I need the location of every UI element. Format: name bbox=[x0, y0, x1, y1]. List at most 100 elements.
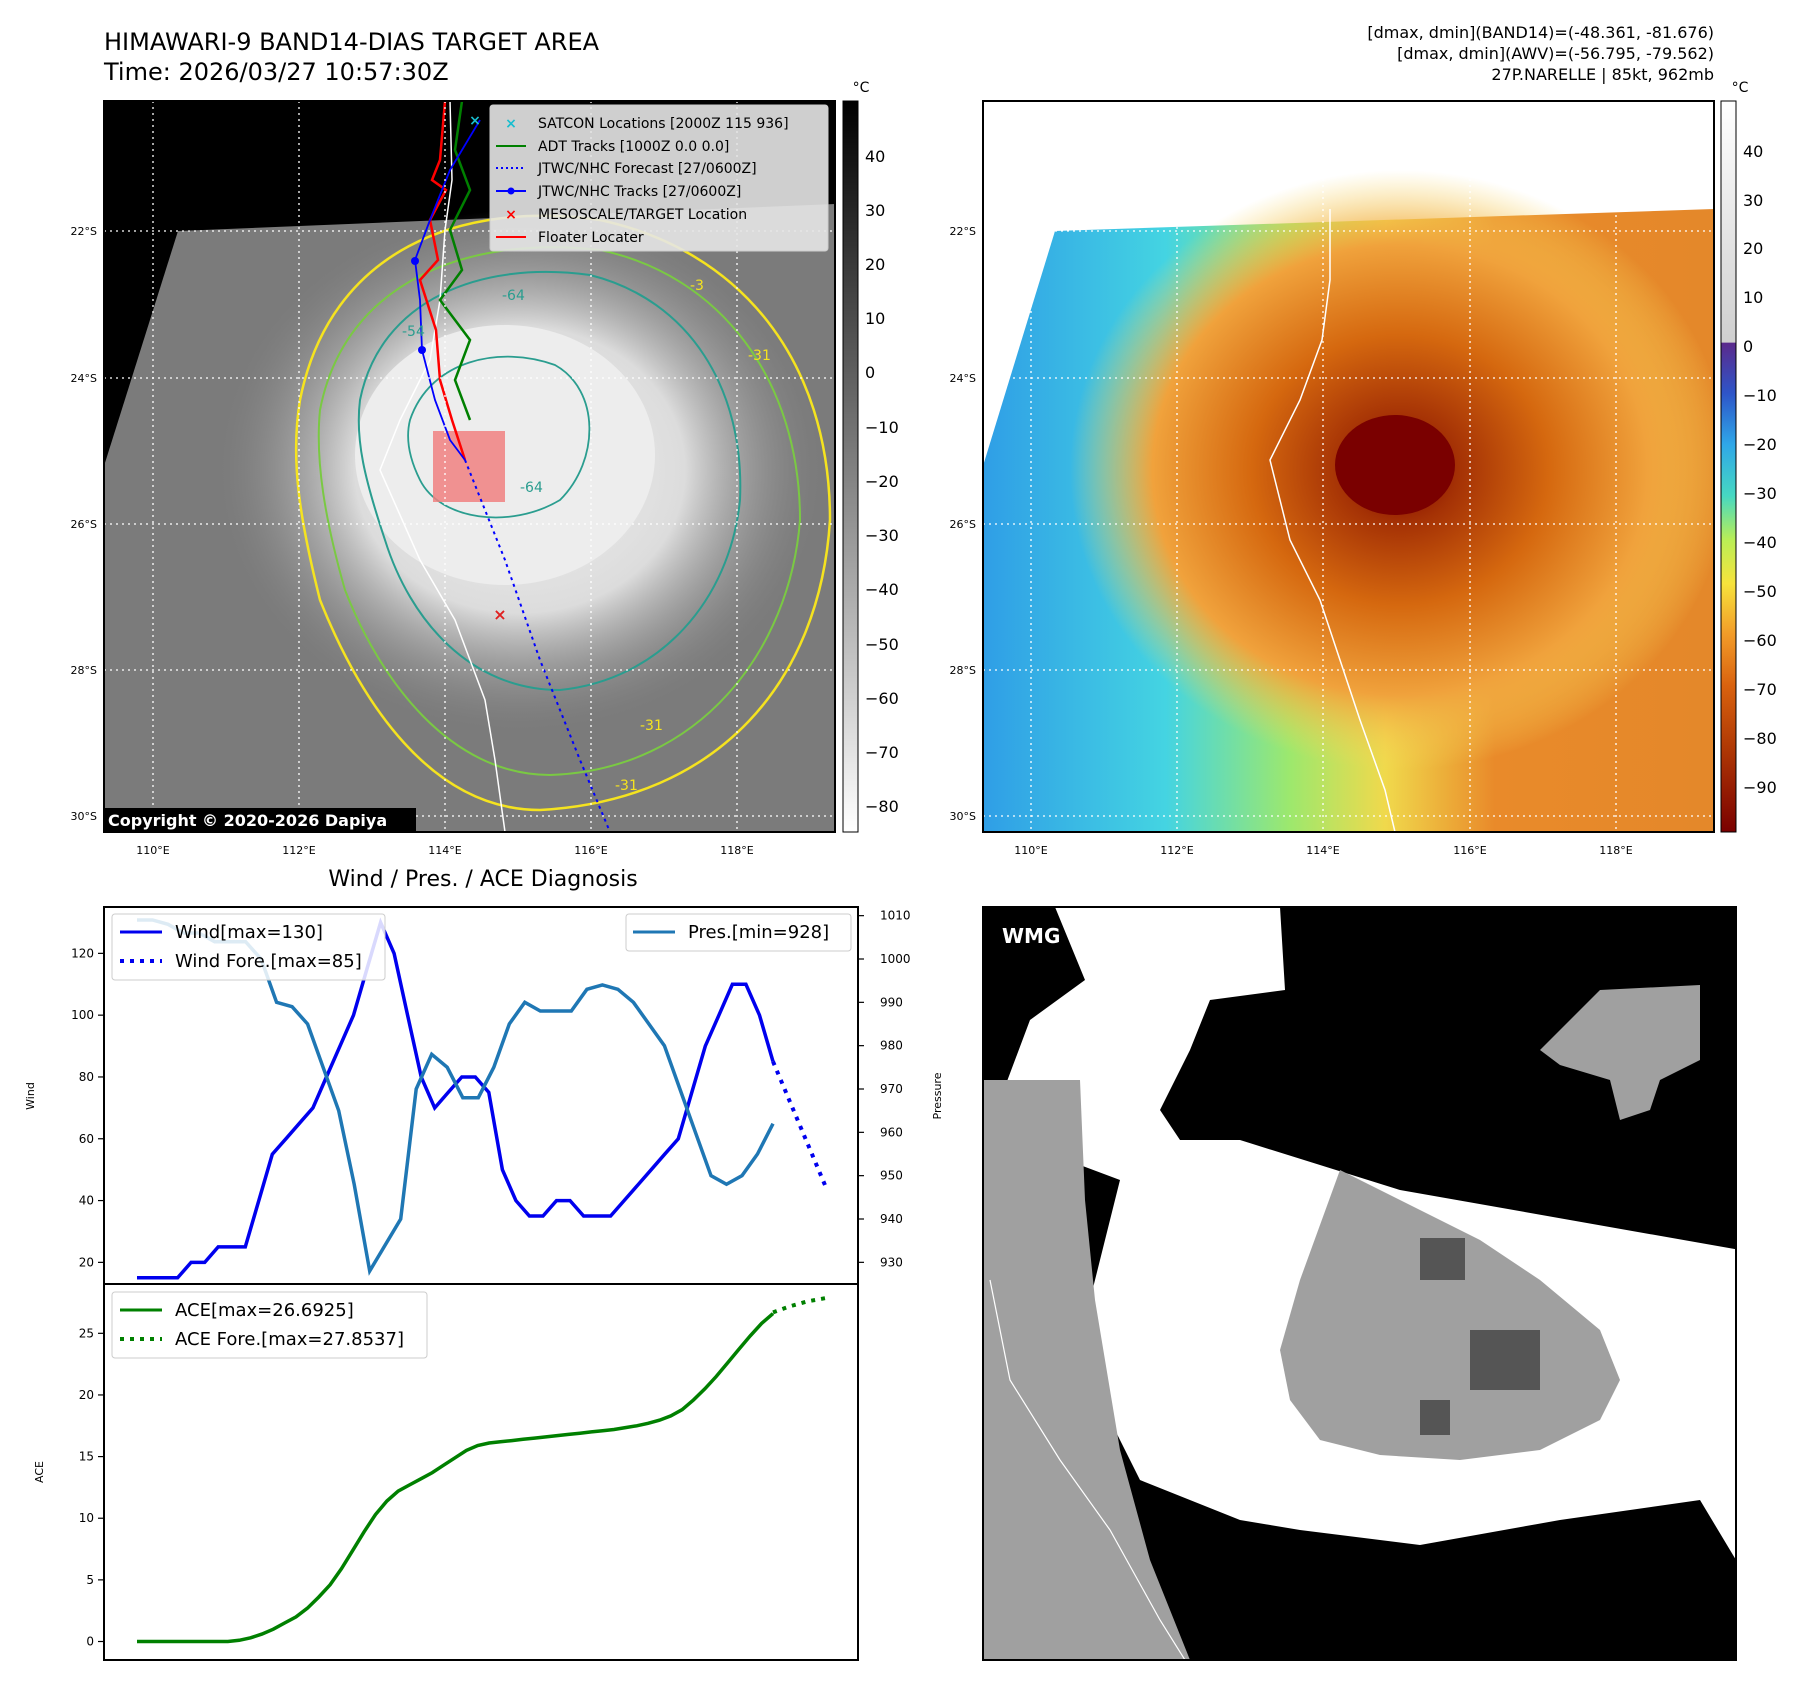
lon-label: 112°E bbox=[282, 844, 315, 857]
title-line1: HIMAWARI-9 BAND14-DIAS TARGET AREA bbox=[104, 28, 600, 56]
lat-label: 26°S bbox=[950, 518, 976, 531]
contour-label: -31 bbox=[640, 718, 663, 734]
wind-y-ticks: 20 40 60 80 100 120 bbox=[71, 946, 104, 1269]
diagnosis-title: Wind / Pres. / ACE Diagnosis bbox=[328, 867, 637, 892]
gray-colorbar-tick: −40 bbox=[865, 580, 899, 599]
pressure-tick-label: 950 bbox=[880, 1169, 903, 1183]
legend-label: JTWC/NHC Tracks [27/0600Z] bbox=[537, 184, 741, 200]
color-colorbar bbox=[1720, 100, 1737, 833]
wind-forecast-line bbox=[771, 1060, 827, 1186]
ir-map-frame bbox=[103, 100, 836, 833]
wind-legend: Wind[max=130] Wind Fore.[max=85] bbox=[111, 913, 386, 981]
lon-label: 112°E bbox=[1160, 844, 1193, 857]
gray-colorbar bbox=[842, 100, 859, 833]
mesoscale-target-marker: × bbox=[493, 605, 506, 624]
jtwc-point bbox=[411, 257, 419, 265]
color-colorbar-tick: 0 bbox=[1743, 337, 1753, 356]
wind-tick-label: 40 bbox=[79, 1194, 94, 1208]
stats-line2: [dmax, dmin](AWV)=(-56.795, -79.562) bbox=[1397, 44, 1714, 63]
color-colorbar-tick: −80 bbox=[1743, 729, 1777, 748]
gray-colorbar-tick: −20 bbox=[865, 472, 899, 491]
legend-label: MESOSCALE/TARGET Location bbox=[538, 207, 747, 223]
gray-colorbar-tick: −30 bbox=[865, 526, 899, 545]
title-line2: Time: 2026/03/27 10:57:30Z bbox=[103, 58, 449, 86]
wind-tick-label: 120 bbox=[71, 946, 94, 960]
copyright-text: Copyright © 2020-2026 Dapiya bbox=[108, 811, 387, 830]
adt-track bbox=[438, 101, 472, 421]
lon-label: 110°E bbox=[136, 844, 169, 857]
coastline bbox=[379, 101, 506, 832]
legend-label: ADT Tracks [1000Z 0.0 0.0] bbox=[538, 139, 729, 155]
pressure-tick-label: 940 bbox=[880, 1212, 903, 1226]
awv-lon-labels: 110°E 112°E 114°E 116°E 118°E bbox=[1014, 844, 1632, 857]
gray-colorbar-tick: −10 bbox=[865, 418, 899, 437]
color-colorbar-tick: −20 bbox=[1743, 435, 1777, 454]
legend-pressure-label: Pres.[min=928] bbox=[688, 922, 829, 943]
awv-eye-region bbox=[1335, 415, 1455, 515]
legend-label: SATCON Locations [2000Z 115 936] bbox=[538, 116, 789, 132]
color-colorbar-ticks: 40 30 20 10 0 −10 −20 −30 −40 −50 −60 −7… bbox=[1743, 142, 1777, 797]
pressure-tick-label: 1010 bbox=[880, 909, 911, 923]
gray-colorbar-tick: 10 bbox=[865, 309, 885, 328]
awv-lat-labels: 22°S 24°S 26°S 28°S 30°S bbox=[950, 225, 976, 823]
jtwc-point bbox=[418, 346, 426, 354]
wind-tick-label: 60 bbox=[79, 1132, 94, 1146]
pressure-y-ticks: 930 940 950 960 970 980 990 1000 1010 bbox=[858, 909, 911, 1269]
pressure-tick-label: 960 bbox=[880, 1125, 903, 1139]
gray-colorbar-tick: −50 bbox=[865, 635, 899, 654]
contour-label: -31 bbox=[615, 778, 638, 794]
legend-label: Floater Locater bbox=[538, 230, 644, 246]
lat-label: 28°S bbox=[71, 664, 97, 677]
diagnosis-panel: Wind / Pres. / ACE Diagnosis 20406080100… bbox=[24, 867, 944, 1661]
lat-label: 30°S bbox=[950, 810, 976, 823]
ace-tick-label: 15 bbox=[79, 1450, 94, 1464]
ir-lon-labels: 110°E 112°E 114°E 116°E 118°E bbox=[136, 844, 753, 857]
lon-label: 116°E bbox=[1453, 844, 1486, 857]
legend-icon-jtwc-dot bbox=[507, 187, 515, 195]
wmg-count-label: WMG Count: 0 bbox=[1002, 924, 1163, 948]
legend-wind-label: Wind[max=130] bbox=[175, 922, 323, 943]
legend-label: JTWC/NHC Forecast [27/0600Z] bbox=[537, 161, 757, 177]
contour-label: -31 bbox=[748, 348, 771, 364]
wmg-land-region bbox=[983, 1080, 1190, 1660]
contour-inner bbox=[407, 355, 591, 519]
contour-label: -3 bbox=[690, 278, 704, 294]
contour-label: -64 bbox=[520, 480, 543, 496]
gray-colorbar-unit: °C bbox=[853, 80, 870, 96]
lon-label: 118°E bbox=[1599, 844, 1632, 857]
awv-map-frame bbox=[982, 100, 1715, 833]
ace-series-group bbox=[137, 1296, 826, 1644]
wind-tick-label: 20 bbox=[79, 1255, 94, 1269]
gray-colorbar-tick: 0 bbox=[865, 363, 875, 382]
jtwc-forecast-track bbox=[464, 459, 611, 832]
gray-colorbar-tick: −70 bbox=[865, 743, 899, 762]
legend-ace-forecast-label: ACE Fore.[max=27.8537] bbox=[175, 1329, 404, 1350]
color-colorbar-tick: 10 bbox=[1743, 288, 1763, 307]
copyright-badge bbox=[104, 808, 416, 832]
lat-label: 30°S bbox=[71, 810, 97, 823]
color-colorbar-tick: −60 bbox=[1743, 631, 1777, 650]
color-colorbar-tick: −70 bbox=[1743, 680, 1777, 699]
pressure-tick-label: 980 bbox=[880, 1039, 903, 1053]
pressure-tick-label: 990 bbox=[880, 995, 903, 1009]
ace-y-ticks: 0 5 10 15 20 25 bbox=[79, 1326, 104, 1649]
pressure-tick-label: 1000 bbox=[880, 952, 911, 966]
pressure-tick-label: 930 bbox=[880, 1255, 903, 1269]
wmg-frame bbox=[982, 906, 1737, 1661]
legend-icon-satcon: × bbox=[505, 116, 517, 132]
color-colorbar-tick: −50 bbox=[1743, 582, 1777, 601]
legend-wind-forecast-label: Wind Fore.[max=85] bbox=[175, 951, 362, 972]
lat-label: 24°S bbox=[950, 372, 976, 385]
wmg-dark-cell bbox=[1470, 1330, 1540, 1390]
floater-track bbox=[418, 101, 467, 461]
pressure-legend: Pres.[min=928] bbox=[625, 913, 852, 952]
gray-colorbar-tick: 40 bbox=[865, 147, 885, 166]
lat-label: 26°S bbox=[71, 518, 97, 531]
color-colorbar-tick: −40 bbox=[1743, 533, 1777, 552]
wind-tick-label: 100 bbox=[71, 1008, 94, 1022]
ir-lat-labels: 22°S 24°S 26°S 28°S 30°S bbox=[71, 225, 97, 823]
color-colorbar-tick: 30 bbox=[1743, 191, 1763, 210]
ace-tick-label: 0 bbox=[86, 1635, 94, 1649]
gray-colorbar-tick: 20 bbox=[865, 255, 885, 274]
